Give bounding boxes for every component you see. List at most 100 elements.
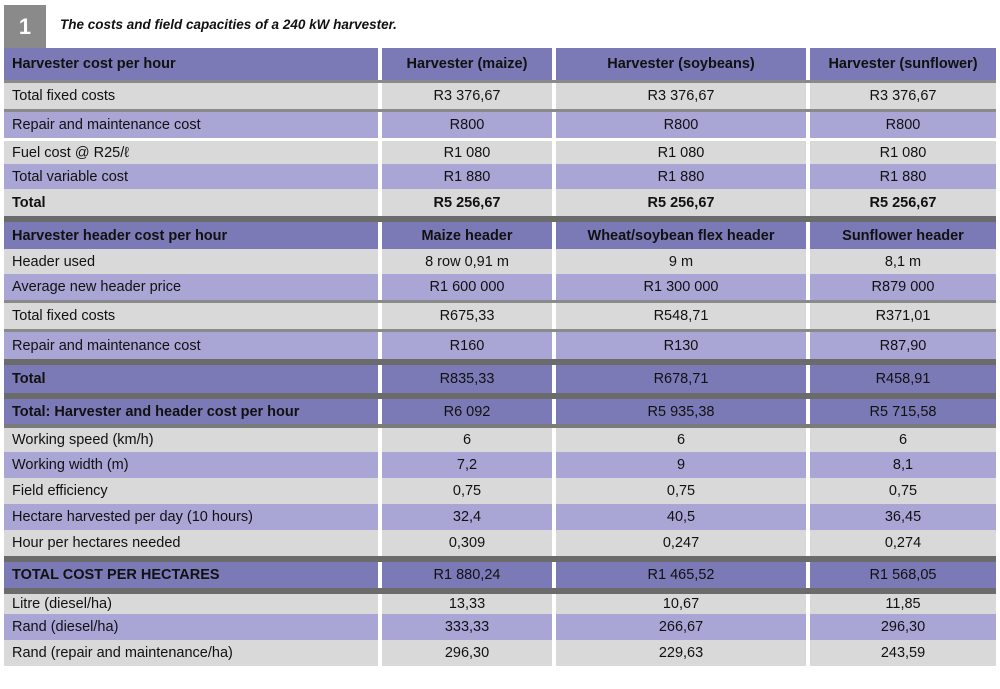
table-row: Average new header price R1 600 000 R1 3…	[4, 274, 996, 300]
cell-soybeans: R130	[556, 332, 806, 359]
cell-sunflower: 36,45	[810, 504, 996, 530]
column-header-maize-header: Maize header	[382, 222, 552, 249]
cell-sunflower: 0,274	[810, 530, 996, 556]
cell-sunflower: R3 376,67	[810, 83, 996, 109]
table-row: Rand (diesel/ha) 333,33 266,67 296,30	[4, 614, 996, 640]
cell-soybeans: R1 080	[556, 141, 806, 164]
table-row-total: Total R835,33 R678,71 R458,91	[4, 359, 996, 393]
cell-soybeans: 229,63	[556, 640, 806, 666]
cell-maize: 13,33	[382, 594, 552, 614]
cell-sunflower: R87,90	[810, 332, 996, 359]
row-label: Repair and maintenance cost	[4, 332, 378, 359]
row-label: Harvester header cost per hour	[4, 222, 378, 249]
cell-maize: R675,33	[382, 303, 552, 329]
row-label: Header used	[4, 249, 378, 274]
cell-soybeans: R5 256,67	[556, 189, 806, 216]
row-label: Rand (diesel/ha)	[4, 614, 378, 640]
cell-sunflower: R5 256,67	[810, 189, 996, 216]
cell-sunflower: R800	[810, 112, 996, 138]
cell-soybeans: 9 m	[556, 249, 806, 274]
row-label: Total variable cost	[4, 164, 378, 189]
caption-number: 1	[4, 5, 46, 48]
cell-maize: R3 376,67	[382, 83, 552, 109]
row-label: Harvester cost per hour	[4, 48, 378, 80]
cell-soybeans: R678,71	[556, 365, 806, 393]
caption-title: The costs and field capacities of a 240 …	[60, 17, 397, 32]
cell-maize: R1 880	[382, 164, 552, 189]
table-row: Total fixed costs R3 376,67 R3 376,67 R3…	[4, 80, 996, 109]
column-header-sunflower: Harvester (sunflower)	[810, 48, 996, 80]
cell-maize: 333,33	[382, 614, 552, 640]
row-label: Rand (repair and maintenance/ha)	[4, 640, 378, 666]
cell-maize: R835,33	[382, 365, 552, 393]
cell-soybeans: 10,67	[556, 594, 806, 614]
table-row-total: Total R5 256,67 R5 256,67 R5 256,67	[4, 189, 996, 216]
table-row: Working width (m) 7,2 9 8,1	[4, 452, 996, 478]
row-label: Hectare harvested per day (10 hours)	[4, 504, 378, 530]
row-label: Litre (diesel/ha)	[4, 594, 378, 614]
table-row: Header used 8 row 0,91 m 9 m 8,1 m	[4, 249, 996, 274]
table-caption: 1 The costs and field capacities of a 24…	[0, 0, 1000, 48]
cell-soybeans: R1 300 000	[556, 274, 806, 300]
cell-maize: R1 880,24	[382, 562, 552, 588]
cell-soybeans: 40,5	[556, 504, 806, 530]
table-row-grand-total: Total: Harvester and header cost per hou…	[4, 393, 996, 424]
table-row: Working speed (km/h) 6 6 6	[4, 424, 996, 452]
column-header-soybeans: Harvester (soybeans)	[556, 48, 806, 80]
cell-soybeans: 6	[556, 428, 806, 452]
cell-soybeans: R1 880	[556, 164, 806, 189]
cell-maize: 0,309	[382, 530, 552, 556]
cell-sunflower: 296,30	[810, 614, 996, 640]
table-row-total-per-hectare: TOTAL COST PER HECTARES R1 880,24 R1 465…	[4, 556, 996, 588]
cell-sunflower: 0,75	[810, 478, 996, 504]
column-header-sunflower-header: Sunflower header	[810, 222, 996, 249]
cell-soybeans: 9	[556, 452, 806, 478]
cell-sunflower: R458,91	[810, 365, 996, 393]
table-row: Field efficiency 0,75 0,75 0,75	[4, 478, 996, 504]
cell-soybeans: R3 376,67	[556, 83, 806, 109]
table-row: Litre (diesel/ha) 13,33 10,67 11,85	[4, 588, 996, 614]
cell-maize: 8 row 0,91 m	[382, 249, 552, 274]
table-row: Hour per hectares needed 0,309 0,247 0,2…	[4, 530, 996, 556]
table-row: Hectare harvested per day (10 hours) 32,…	[4, 504, 996, 530]
cell-sunflower: 243,59	[810, 640, 996, 666]
cell-soybeans: R5 935,38	[556, 399, 806, 424]
cell-maize: R800	[382, 112, 552, 138]
cell-sunflower: 6	[810, 428, 996, 452]
cell-soybeans: R548,71	[556, 303, 806, 329]
cell-soybeans: 0,247	[556, 530, 806, 556]
cell-maize: R1 600 000	[382, 274, 552, 300]
cost-table: Harvester cost per hour Harvester (maize…	[4, 48, 996, 666]
row-label: Average new header price	[4, 274, 378, 300]
cell-sunflower: R1 080	[810, 141, 996, 164]
cell-maize: R160	[382, 332, 552, 359]
table-row: Fuel cost @ R25/ℓ R1 080 R1 080 R1 080	[4, 138, 996, 164]
row-label: Total fixed costs	[4, 303, 378, 329]
cell-soybeans: 266,67	[556, 614, 806, 640]
cell-sunflower: R1 880	[810, 164, 996, 189]
cell-sunflower: 8,1 m	[810, 249, 996, 274]
cell-maize: 0,75	[382, 478, 552, 504]
row-label: Total: Harvester and header cost per hou…	[4, 399, 378, 424]
row-label: Total	[4, 189, 378, 216]
cell-maize: R5 256,67	[382, 189, 552, 216]
table-row: Total variable cost R1 880 R1 880 R1 880	[4, 164, 996, 189]
table-row: Rand (repair and maintenance/ha) 296,30 …	[4, 640, 996, 666]
table-row: Repair and maintenance cost R800 R800 R8…	[4, 109, 996, 138]
table-row: Repair and maintenance cost R160 R130 R8…	[4, 329, 996, 359]
row-label: Fuel cost @ R25/ℓ	[4, 141, 378, 164]
cell-soybeans: R800	[556, 112, 806, 138]
table-row: Total fixed costs R675,33 R548,71 R371,0…	[4, 300, 996, 329]
cell-maize: R6 092	[382, 399, 552, 424]
table-header-row: Harvester cost per hour Harvester (maize…	[4, 48, 996, 80]
cell-maize: 6	[382, 428, 552, 452]
cell-sunflower: R371,01	[810, 303, 996, 329]
cell-sunflower: 8,1	[810, 452, 996, 478]
cell-maize: 296,30	[382, 640, 552, 666]
cell-sunflower: R5 715,58	[810, 399, 996, 424]
row-label: TOTAL COST PER HECTARES	[4, 562, 378, 588]
cell-soybeans: 0,75	[556, 478, 806, 504]
row-label: Repair and maintenance cost	[4, 112, 378, 138]
table-section-header: Harvester header cost per hour Maize hea…	[4, 216, 996, 249]
cell-maize: R1 080	[382, 141, 552, 164]
